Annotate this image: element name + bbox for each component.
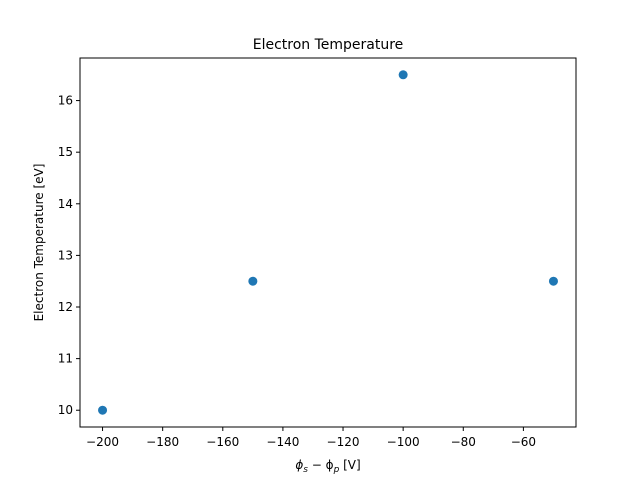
x-tick-label: −200 [86,435,119,449]
data-point [398,70,408,80]
x-tick-label: −80 [451,435,476,449]
y-tick-label: 16 [58,94,73,108]
chart-title: Electron Temperature [253,37,404,53]
plot-frame [79,57,577,428]
x-tick-label: −180 [146,435,179,449]
y-axis-label: Electron Temperature [eV] [32,164,46,322]
y-tick-label: 14 [58,197,73,211]
x-axis-label-unit: [V] [339,458,360,472]
data-point [248,276,258,286]
y-tick-label: 13 [58,248,73,262]
data-point [98,405,108,415]
y-tick-label: 10 [58,403,73,417]
x-tick-label: −140 [266,435,299,449]
y-tick-label: 12 [58,300,73,314]
x-axis-label: ϕs − ϕp [V] [295,458,360,475]
x-tick-label: −60 [511,435,536,449]
x-tick-label: −100 [387,435,420,449]
x-axis-label-sub-p: p [333,465,340,475]
x-tick-label: −160 [206,435,239,449]
x-axis: −200 −180 −160 −140 −120 −100 −80 −60 [86,427,536,449]
plot-area [79,57,577,428]
y-axis: 10 11 12 13 14 15 16 [58,94,80,417]
y-tick-label: 11 [58,352,73,366]
x-tick-label: −120 [327,435,360,449]
x-axis-label-sub-s: s [303,465,308,475]
x-axis-label-minus-phi: − ϕ [308,458,334,472]
x-axis-label-phi-s: ϕ [295,458,303,472]
y-tick-label: 15 [58,145,73,159]
data-points [98,70,558,415]
data-point [548,276,558,286]
